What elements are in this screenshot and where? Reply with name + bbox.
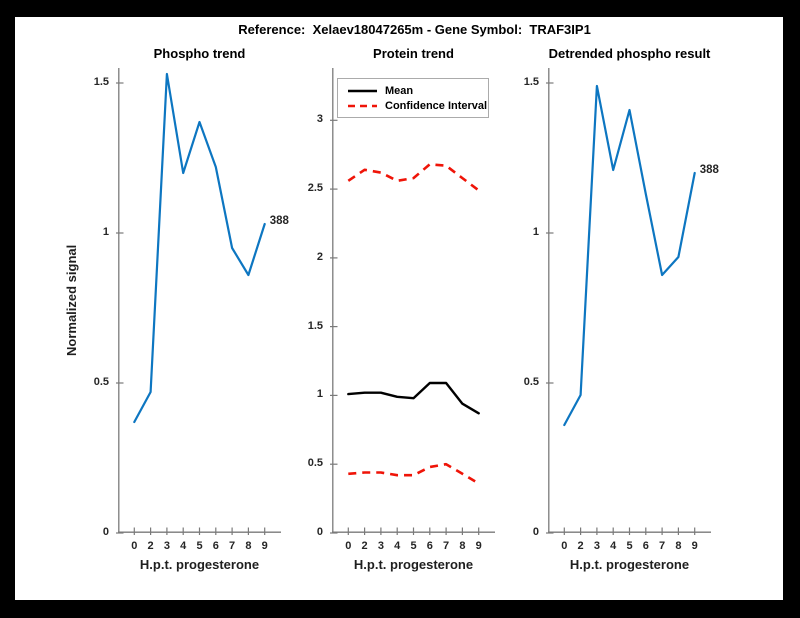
x-tick-label: 4 bbox=[394, 540, 401, 552]
x-tick-label: 8 bbox=[245, 540, 252, 552]
x-tick-label: 7 bbox=[443, 540, 450, 552]
mean-line-sample-icon bbox=[348, 89, 377, 92]
y-tick-label: 2.5 bbox=[307, 182, 323, 195]
x-tick-label: 4 bbox=[610, 540, 617, 552]
y-tick-label: 0 bbox=[316, 526, 323, 538]
x-tick-label: 5 bbox=[410, 540, 417, 552]
subplot-phospho-trend: Phospho trend Normalized signal 388 H.p.… bbox=[64, 46, 289, 572]
plot-area-protein-trend bbox=[330, 68, 495, 535]
x-tick-label: 8 bbox=[459, 540, 466, 552]
y-tick-label: 1 bbox=[316, 388, 323, 401]
y-tick-label: 0.5 bbox=[307, 457, 323, 470]
y-tick-label: 1 bbox=[102, 226, 109, 238]
x-tick-label: 9 bbox=[261, 540, 268, 552]
x-axis-label-phospho: H.p.t. progesterone bbox=[139, 557, 260, 572]
x-tick-label: 2 bbox=[147, 540, 154, 552]
confidence-interval-line-sample-icon bbox=[348, 104, 377, 107]
chart-title-protein-trend: Protein trend bbox=[373, 46, 454, 61]
legend-label-confidence-interval: Confidence Interval bbox=[385, 99, 488, 112]
x-tick-label: 8 bbox=[675, 540, 682, 552]
subplot-detrended-phospho: Detrended phospho result 388 H.p.t. prog… bbox=[524, 46, 720, 572]
x-tick-label: 0 bbox=[561, 540, 568, 552]
y-tick-label: 0 bbox=[102, 526, 109, 538]
y-tick-label: 0.5 bbox=[93, 376, 109, 388]
x-tick-label: 6 bbox=[642, 540, 649, 552]
x-axis-label-detrended: H.p.t. progesterone bbox=[569, 557, 690, 572]
x-tick-label: 6 bbox=[426, 540, 433, 552]
series-end-label: 388 bbox=[700, 164, 720, 176]
subplot-protein-trend: Protein trend H.p.t. progesterone Mean C… bbox=[308, 46, 495, 572]
legend-item-confidence-interval: Confidence Interval bbox=[347, 98, 488, 113]
x-tick-label: 9 bbox=[475, 540, 482, 552]
y-tick-label: 1 bbox=[532, 226, 539, 238]
legend-item-mean: Mean bbox=[347, 83, 488, 98]
x-tick-label: 2 bbox=[577, 540, 584, 552]
y-tick-label: 0.5 bbox=[523, 376, 539, 388]
figure-canvas: Reference: Xelaev18047265m - Gene Symbol… bbox=[15, 17, 783, 600]
plot-area-phospho-trend: 388 bbox=[116, 68, 289, 535]
series-end-label: 388 bbox=[270, 215, 290, 227]
x-tick-label: 0 bbox=[131, 540, 138, 552]
x-tick-label: 5 bbox=[626, 540, 633, 552]
y-tick-label: 0 bbox=[532, 526, 539, 538]
x-tick-label: 3 bbox=[163, 540, 170, 552]
legend-label-mean: Mean bbox=[385, 84, 414, 97]
legend: Mean Confidence Interval bbox=[337, 78, 489, 118]
figure-title: Reference: Xelaev18047265m - Gene Symbol… bbox=[238, 22, 591, 37]
x-tick-label: 4 bbox=[180, 540, 187, 552]
x-axis-label-protein: H.p.t. progesterone bbox=[353, 557, 474, 572]
x-tick-label: 9 bbox=[691, 540, 698, 552]
y-axis-label: Normalized signal bbox=[64, 244, 79, 357]
chart-title-phospho-trend: Phospho trend bbox=[153, 46, 246, 61]
y-tick-label: 3 bbox=[316, 113, 323, 126]
y-tick-label: 1.5 bbox=[93, 76, 109, 88]
x-tick-label: 3 bbox=[593, 540, 600, 552]
x-tick-label: 0 bbox=[345, 540, 352, 552]
x-tick-label: 7 bbox=[229, 540, 236, 552]
x-tick-label: 2 bbox=[361, 540, 368, 552]
y-tick-label: 1.5 bbox=[523, 76, 539, 88]
plot-area-detrended-phospho: 388 bbox=[546, 68, 719, 535]
y-tick-label: 2 bbox=[316, 250, 323, 263]
x-tick-label: 5 bbox=[196, 540, 203, 552]
x-tick-label: 3 bbox=[377, 540, 384, 552]
x-tick-label: 7 bbox=[659, 540, 666, 552]
chart-title-detrended-phospho: Detrended phospho result bbox=[548, 46, 711, 61]
x-tick-label: 6 bbox=[212, 540, 219, 552]
y-tick-label: 1.5 bbox=[307, 319, 323, 332]
